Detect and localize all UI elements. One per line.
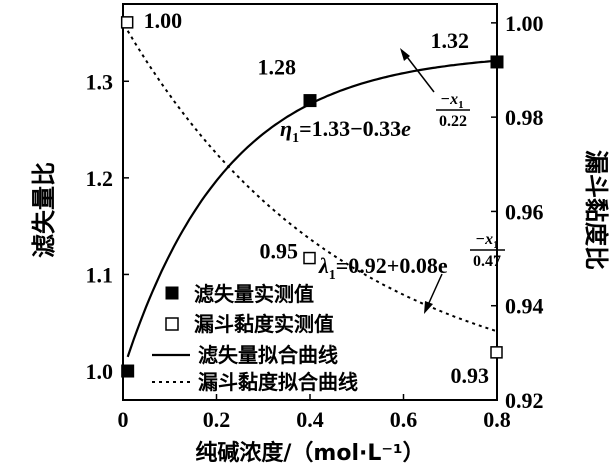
filtrate-value-label: 1.28	[258, 55, 297, 80]
y-left-ticks: 1.0 1.1 1.2 1.3	[86, 69, 129, 384]
y-left-tick-label: 1.3	[86, 69, 114, 94]
eta-arrow	[400, 48, 435, 93]
viscosity-value-label: 0.95	[260, 239, 299, 264]
y-right-label: 漏斗黏度比	[582, 150, 610, 270]
legend-label-filtrate-fit: 滤失量拟合曲线	[198, 343, 338, 367]
eta-exp-numsub: 1	[458, 99, 464, 111]
lambda-exp-num: −x	[475, 231, 493, 248]
lambda-symbol: λ	[318, 253, 329, 278]
y-right-tick-label: 0.92	[505, 388, 544, 413]
y-right-tick-label: 1.00	[505, 11, 544, 36]
eta-formula: η1=1.33−0.33e −x1 0.22	[280, 91, 470, 146]
lambda-formula: λ1=0.92+0.08e −x1 0.47	[318, 231, 505, 283]
y-left-tick-label: 1.1	[86, 262, 114, 287]
eta-symbol: η	[280, 116, 292, 141]
eta-exp-den: 0.22	[439, 113, 467, 130]
eta-subscript: 1	[292, 131, 299, 146]
svg-text:λ1=0.92+0.08e: λ1=0.92+0.08e	[318, 253, 448, 283]
filtrate-measured-marker	[121, 364, 135, 378]
legend-open-square	[165, 317, 179, 331]
lambda-exp-den: 0.47	[473, 253, 501, 270]
filtrate-measured-marker	[303, 94, 317, 108]
markers	[120, 16, 504, 378]
x-tick-label: 0.4	[296, 407, 324, 432]
viscosity-measured-marker	[120, 16, 134, 29]
legend-label-viscosity-measured: 漏斗黏度实测值	[194, 312, 334, 336]
lambda-e: e	[438, 253, 448, 278]
lambda-body: =0.92+0.08	[336, 253, 438, 278]
value-labels: 1.28 1.32 1.00 0.95 0.93	[144, 8, 489, 388]
lambda-subscript: 1	[329, 268, 336, 283]
y-right-ticks: 0.92 0.94 0.96 0.98 1.00	[491, 11, 544, 413]
viscosity-value-label: 1.00	[144, 8, 183, 33]
x-ticks: 0 0.2 0.4 0.6 0.8	[118, 394, 511, 432]
y-left-label: 滤失量比	[30, 162, 58, 258]
filtrate-measured-marker	[490, 55, 504, 69]
legend-label-viscosity-fit: 漏斗黏度拟合曲线	[198, 370, 358, 394]
viscosity-measured-marker	[490, 346, 503, 359]
viscosity-measured-marker	[303, 251, 316, 265]
filtrate-value-label: 1.32	[431, 28, 470, 53]
y-left-tick-label: 1.0	[86, 359, 114, 384]
legend: 滤失量实测值 漏斗黏度实测值 滤失量拟合曲线 漏斗黏度拟合曲线	[152, 282, 358, 394]
y-right-tick-label: 0.94	[505, 294, 544, 319]
lambda-arrow	[424, 273, 443, 314]
x-tick-label: 0	[118, 407, 129, 432]
svg-text:−x1: −x1	[440, 91, 463, 111]
x-tick-label: 0.8	[483, 407, 511, 432]
eta-exp-num: −x	[440, 91, 458, 108]
x-label: 纯碱浓度/（mol·L⁻¹）	[195, 440, 424, 466]
viscosity-fit-curve	[126, 30, 498, 333]
svg-text:−x1: −x1	[475, 231, 498, 251]
legend-filled-square	[165, 286, 179, 300]
viscosity-value-label: 0.93	[451, 363, 490, 388]
y-right-tick-label: 0.96	[505, 199, 544, 224]
eta-body: =1.33−0.33	[299, 116, 401, 141]
plot-frame	[122, 3, 498, 401]
lambda-exp-numsub: 1	[493, 239, 499, 251]
legend-label-filtrate-measured: 滤失量实测值	[194, 282, 314, 306]
x-tick-label: 0.2	[203, 407, 231, 432]
eta-e: e	[401, 116, 411, 141]
y-right-tick-label: 0.98	[505, 105, 544, 130]
svg-text:η1=1.33−0.33e: η1=1.33−0.33e	[280, 116, 411, 146]
x-tick-label: 0.6	[390, 407, 418, 432]
y-left-tick-label: 1.2	[86, 166, 114, 191]
